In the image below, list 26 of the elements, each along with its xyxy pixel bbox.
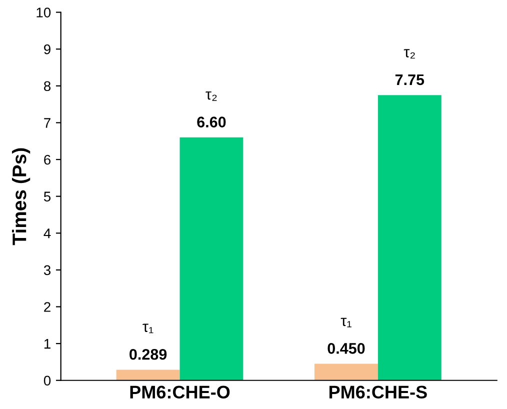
y-axis-title: Times (Ps) [12,148,30,246]
y-tick-label: 8 [44,81,51,92]
y-tick-label: 5 [44,192,51,202]
data-label: 0.450 [328,343,365,354]
y-tick-label: 2 [44,302,50,312]
text: τ₂ [404,49,415,59]
y-tick-label: 4 [44,228,51,238]
data-label: 7.75 [395,74,424,86]
bar [116,370,180,380]
y-tick-label: 0 [44,376,51,386]
y-tick-label: 7 [44,118,50,128]
bar [314,364,378,380]
text: τ₁ [142,324,154,334]
text: τ₂ [206,91,217,101]
x-tick-label: PM6:CHE-O [130,386,230,398]
data-label: 6.60 [197,116,226,128]
text: τ₁ [340,318,352,328]
x-tick-label: PM6:CHE-S [329,386,427,398]
y-tick-label: 3 [44,265,51,276]
bar [378,95,442,380]
y-tick-label: 10 [36,8,51,18]
data-label: 0.289 [130,348,167,360]
y-tick-label: 9 [44,44,50,54]
y-tick-label: 6 [44,154,51,165]
bar [180,137,244,380]
y-tick-label: 1 [44,339,50,349]
